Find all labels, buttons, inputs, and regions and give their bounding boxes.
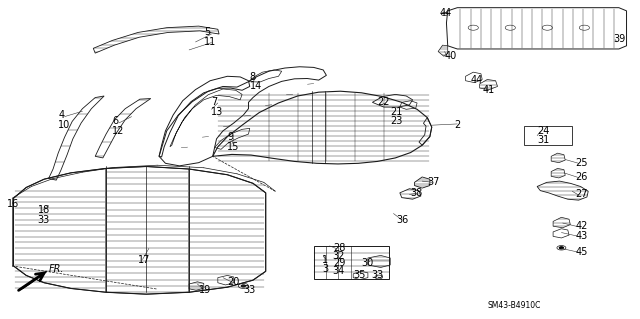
Text: 44: 44 [440,8,452,19]
Text: 2: 2 [454,120,460,130]
Text: 28: 28 [333,243,345,253]
Text: 32: 32 [333,251,345,261]
Text: 12: 12 [113,126,125,136]
Text: 1: 1 [322,255,328,264]
Text: 33: 33 [38,215,50,225]
Text: 16: 16 [7,199,19,209]
Text: 33: 33 [243,285,255,295]
Text: 26: 26 [575,172,588,182]
Text: 30: 30 [362,258,374,268]
Text: 14: 14 [250,81,262,92]
Text: 22: 22 [378,97,390,107]
Text: 38: 38 [411,188,423,198]
Text: 20: 20 [227,277,240,287]
Text: 21: 21 [390,107,403,117]
Text: 3: 3 [322,264,328,274]
Text: SM43-B4910C: SM43-B4910C [487,301,541,310]
Text: 11: 11 [204,37,216,47]
Text: 9: 9 [227,132,234,142]
Text: 25: 25 [575,158,588,168]
Text: 5: 5 [204,27,210,37]
Text: 6: 6 [113,116,118,126]
Text: 36: 36 [397,215,409,225]
Text: 43: 43 [575,231,588,241]
Text: 10: 10 [58,120,70,130]
Polygon shape [19,271,47,290]
Text: 7: 7 [211,97,218,107]
Circle shape [241,285,245,287]
Circle shape [559,247,563,249]
Text: FR.: FR. [49,264,64,274]
Text: 31: 31 [537,136,549,145]
Text: 15: 15 [227,142,240,152]
Text: 23: 23 [390,116,403,126]
Text: 27: 27 [575,189,588,199]
Text: 39: 39 [614,34,626,44]
Text: 8: 8 [250,72,256,82]
Text: 35: 35 [353,271,365,280]
Text: 45: 45 [575,247,588,256]
Text: 42: 42 [575,221,588,231]
Text: 4: 4 [58,110,64,120]
Text: 34: 34 [333,266,345,276]
Text: 24: 24 [537,126,550,136]
Text: 29: 29 [333,258,345,268]
Text: 44: 44 [470,75,483,85]
Text: 40: 40 [445,51,457,61]
Text: 37: 37 [428,177,440,187]
Text: 18: 18 [38,205,50,215]
Text: 17: 17 [138,255,150,264]
Text: 13: 13 [211,107,224,117]
Text: 33: 33 [371,271,383,280]
Text: 41: 41 [483,85,495,95]
Text: 19: 19 [198,285,211,295]
